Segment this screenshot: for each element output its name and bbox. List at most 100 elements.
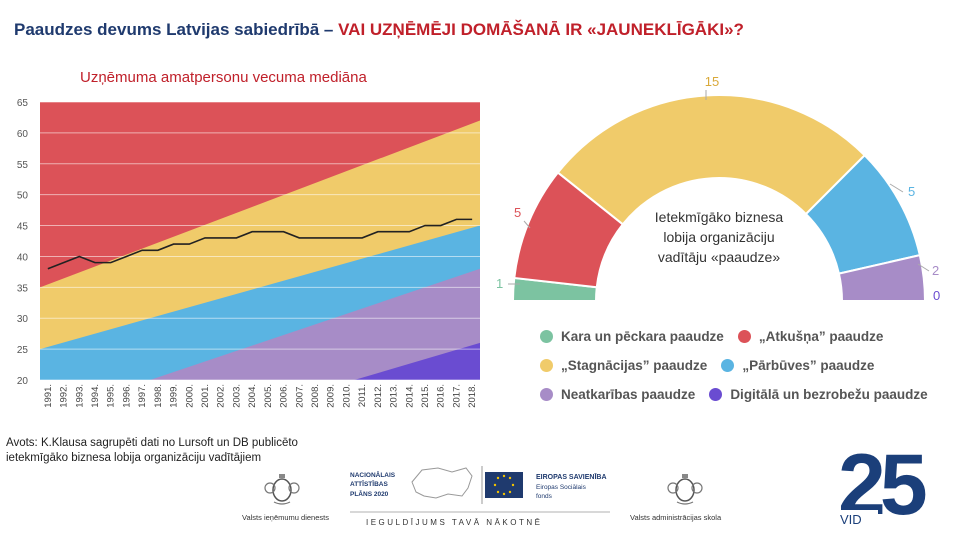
legend-swatch [709,388,723,401]
value-label: 2 [932,263,939,278]
legend-label: „Atkušņa” paaudze [758,329,884,344]
legend-swatch [540,359,553,372]
title-main: Paaudzes devums Latvijas sabiedrībā – [14,20,339,39]
legend-label: Neatkarības paaudze [561,387,696,402]
y-tick-label: 50 [17,191,29,202]
value-label: 5 [514,205,521,220]
legend-label: „Pārbūves” paaudze [742,358,875,373]
vid-name: Valsts ieņēmumu dienests [242,513,329,522]
school-logo: Valsts administrācijas skola [630,474,722,522]
value-label: 15 [705,74,719,89]
vid25-logo: 25 VID [836,426,936,526]
y-tick-label: 40 [17,252,29,263]
vid25-text: VID [840,512,862,526]
value-leader-line [917,263,930,272]
x-tick-label: 1997. [137,384,148,408]
hemicycle-segment [556,94,867,226]
x-tick-label: 2018. [467,384,478,408]
x-tick-label: 2007. [294,384,305,408]
y-tick-label: 65 [17,98,29,109]
legend-item: „Atkušņa” paaudze [737,329,884,344]
coat-of-arms-icon [264,474,300,505]
x-tick-label: 1994. [90,384,101,408]
legend-row: Kara un pēckara paaudze „Atkušņa” paaudze [540,322,940,351]
x-tick-label: 1995. [106,384,117,408]
x-tick-label: 1991. [43,384,54,408]
hemicycle-legend: Kara un pēckara paaudze „Atkušņa” paaudze… [540,322,940,409]
slide-title: Paaudzes devums Latvijas sabiedrībā – VA… [14,20,744,40]
legend-label: Kara un pēckara paaudze [561,329,724,344]
nap-line1: NACIONĀLAIS [350,471,396,479]
vid-logo: Valsts ieņēmumu dienests [242,474,329,522]
legend-row: „Stagnācijas” paaudze „Pārbūves” paaudze [540,351,940,380]
slogan: IEGULDĪJUMS TAVĀ NĀKOTNĒ [366,518,542,527]
value-label: 1 [496,276,503,291]
title-accent: VAI UZŅĒMĒJI DOMĀŠANĀ IR «JAUNEKLĪGĀKI»? [338,20,744,39]
x-tick-label: 2006. [279,384,290,408]
x-tick-label: 1999. [169,384,180,408]
x-tick-label: 2009. [326,384,337,408]
y-tick-label: 25 [17,345,29,356]
x-tick-label: 2002. [216,384,227,408]
median-line [47,218,473,270]
y-tick-label: 60 [17,129,29,140]
band-5 [354,342,480,380]
school-name: Valsts administrācijas skola [630,513,722,522]
area-chart-title: Uzņēmuma amatpersonu vecuma mediāna [80,69,367,86]
legend-item: „Pārbūves” paaudze [721,358,874,373]
nap-eu-logo: NACIONĀLAIS ATTĪSTĪBAS PLĀNS 2020 EIROPA… [350,466,610,527]
coat-of-arms-icon [667,474,703,505]
x-tick-label: 1993. [74,384,85,408]
bands-group [40,102,480,380]
x-tick-label: 2005. [263,384,274,408]
legend-swatch [721,359,735,372]
x-tick-label: 2004. [247,384,258,408]
x-tick-label: 2014. [404,384,415,408]
legend-item: „Stagnācijas” paaudze [540,358,707,373]
y-tick-label: 45 [17,222,29,233]
latvia-map-icon [411,467,473,499]
value-label: 0 [933,288,940,303]
legend-label: „Stagnācijas” paaudze [561,358,708,373]
legend-item: Digitālā un bezrobežu paaudze [709,387,928,402]
x-tick-label: 2013. [389,384,400,408]
x-tick-label: 2012. [373,384,384,408]
source-note: Avots: K.Klausa sagrupēti dati no Lursof… [6,437,298,464]
legend-row: Neatkarības paaudze Digitālā un bezrobežu… [540,380,940,409]
hemicycle-segment [837,253,927,302]
x-tick-label: 2010. [341,384,352,408]
x-tick-label: 2008. [310,384,321,408]
legend-swatch [540,330,553,343]
band-4 [150,268,480,380]
x-tick-label: 2015. [420,384,431,408]
y-tick-label: 20 [17,376,29,387]
x-tick-label: 1998. [153,384,164,408]
x-tick-label: 1992. [59,384,70,408]
legend-item: Neatkarības paaudze [540,387,695,402]
x-tick-label: 2017. [451,384,462,408]
x-tick-label: 2016. [436,384,447,408]
value-leader-line [523,220,531,229]
x-tick-label: 1996. [121,384,132,408]
value-label: 5 [908,184,915,199]
value-leader-line [889,183,904,193]
nap-line2: ATTĪSTĪBAS [350,480,388,488]
legend-swatch [737,330,751,343]
x-tick-label: 2001. [200,384,211,408]
x-tick-label: 2011. [357,384,368,407]
legend-item: Kara un pēckara paaudze [540,329,724,344]
nap-line3: PLĀNS 2020 [350,490,389,498]
x-tick-label: 2003. [231,384,242,408]
y-tick-label: 55 [17,160,29,171]
eu-stars-icon [493,474,515,496]
eu-line2: Eiropas Sociālais [536,484,587,491]
area-chart: 20 25 30 35 40 45 50 55 60 65 1991. 1992. 1993. 1994.… [17,98,480,408]
legend-swatch [540,388,553,401]
eu-line3: fonds [536,493,553,500]
hemicycle-center-label: Ietekmīgāko biznesa lobija organizāciju … [654,209,784,265]
y-tick-label: 35 [17,283,29,294]
eu-line1: EIROPAS SAVIENĪBA [536,473,607,481]
x-tick-label: 2000. [184,384,195,408]
legend-label: Digitālā un bezrobežu paaudze [730,387,928,402]
